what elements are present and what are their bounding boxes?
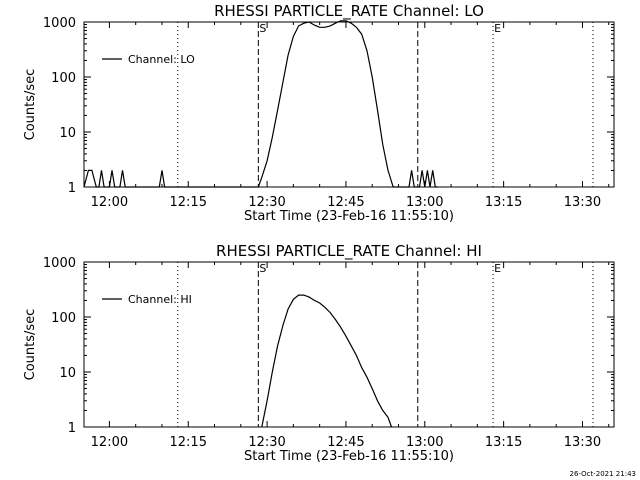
series-line: [83, 20, 438, 188]
plot-frame: [83, 21, 615, 188]
x-tick-label: 12:00: [91, 195, 128, 210]
legend-label: Channel: HI: [128, 293, 192, 306]
lo-channel-panel: RHESSI PARTICLE_RATE Channel: LO 12:00 12:…: [23, 2, 615, 224]
x-tick-label: 13:30: [564, 435, 601, 450]
x-axis-label: Start Time (23-Feb-16 11:55:10): [244, 449, 454, 464]
x-axis-label: Start Time (23-Feb-16 11:55:10): [244, 209, 454, 224]
series-line: [261, 294, 393, 428]
x-tick-label: 13:30: [564, 195, 601, 210]
x-tick-label: 12:45: [327, 195, 364, 210]
x-tick-label: 12:45: [327, 435, 364, 450]
footer-timestamp: 26-Oct-2021 21:43: [570, 470, 636, 478]
x-tick-label: 12:15: [170, 195, 207, 210]
y-tick-label: 10: [59, 126, 76, 141]
y-tick-label: 1: [68, 181, 76, 196]
plot-frame: [83, 261, 615, 428]
chart-title: RHESSI PARTICLE_RATE Channel: HI: [216, 242, 482, 261]
x-tick-label: 12:15: [170, 435, 207, 450]
y-tick-label: 100: [51, 71, 76, 86]
legend-label: Channel: LO: [128, 53, 195, 66]
x-tick-label: 13:15: [485, 435, 522, 450]
x-tick-label: 13:00: [406, 195, 443, 210]
marker-label: E: [494, 22, 501, 35]
x-tick-label: 12:30: [248, 435, 285, 450]
y-axis-label: Counts/sec: [23, 309, 38, 381]
y-tick-label: 1000: [43, 16, 76, 31]
y-tick-label: 100: [51, 311, 76, 326]
marker-label: S: [259, 262, 266, 275]
x-tick-label: 13:15: [485, 195, 522, 210]
y-tick-label: 10: [59, 366, 76, 381]
x-tick-label: 12:30: [248, 195, 285, 210]
x-tick-label: 13:00: [406, 435, 443, 450]
y-tick-label: 1: [68, 421, 76, 436]
hi-channel-panel: RHESSI PARTICLE_RATE Channel: HI 12:00 12:…: [23, 242, 615, 464]
x-tick-label: 12:00: [91, 435, 128, 450]
marker-label: E: [494, 262, 501, 275]
y-tick-label: 1000: [43, 256, 76, 271]
chart-title: RHESSI PARTICLE_RATE Channel: LO: [214, 2, 484, 21]
y-axis-label: Counts/sec: [23, 69, 38, 141]
marker-label: S: [259, 22, 266, 35]
